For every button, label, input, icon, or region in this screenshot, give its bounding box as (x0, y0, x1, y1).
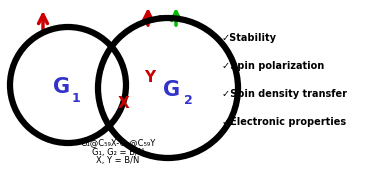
Text: X: X (118, 96, 130, 110)
Text: or: or (157, 13, 167, 23)
Text: ✓Stability: ✓Stability (222, 33, 277, 43)
Circle shape (101, 21, 235, 155)
Text: ✓Electronic properties: ✓Electronic properties (222, 117, 346, 127)
Text: ✓Spin polarization: ✓Spin polarization (222, 61, 324, 71)
Text: ✓Spin density transfer: ✓Spin density transfer (222, 89, 347, 99)
Text: X, Y = B/N: X, Y = B/N (96, 157, 140, 166)
Text: G₁, G₂ = B/N: G₁, G₂ = B/N (92, 148, 144, 157)
Text: Y: Y (144, 71, 156, 86)
Text: G₁@C₅₉X-G₂@C₅₉Y: G₁@C₅₉X-G₂@C₅₉Y (81, 139, 156, 148)
Circle shape (101, 21, 235, 155)
Text: G: G (163, 80, 181, 100)
Circle shape (12, 29, 124, 141)
Text: 2: 2 (184, 94, 192, 106)
Circle shape (12, 29, 124, 141)
Text: 1: 1 (71, 91, 81, 105)
Text: G: G (53, 77, 71, 97)
